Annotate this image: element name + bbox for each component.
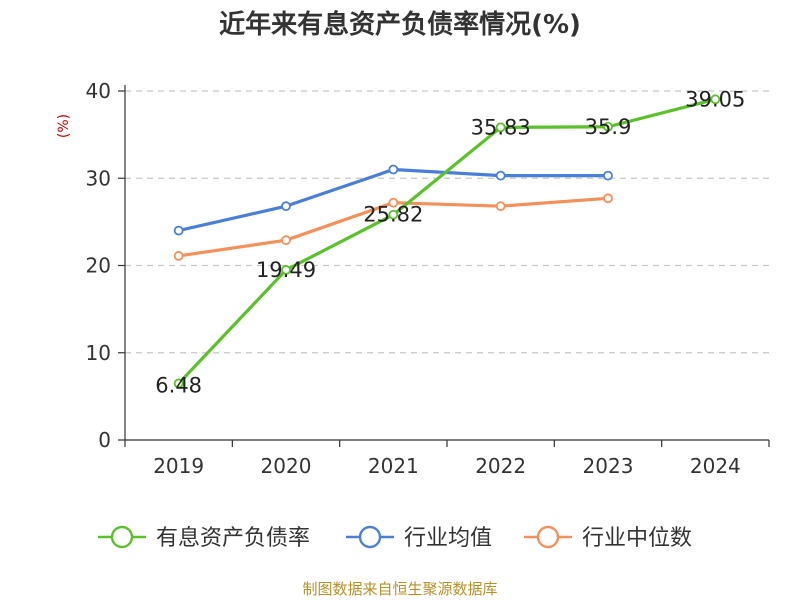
data-point: [173, 225, 184, 236]
legend-item: 行业均值: [346, 525, 492, 551]
data-label: 39.05: [685, 87, 745, 111]
x-tick-label: 2024: [690, 454, 741, 478]
data-point: [281, 201, 291, 212]
y-axis-unit-label: (%): [56, 114, 72, 138]
legend: 有息资产负债率 行业均值 行业中位数: [98, 525, 692, 551]
data-point: [388, 209, 399, 220]
legend-label: 行业中位数: [582, 526, 692, 551]
legend-label: 有息资产负债率: [156, 526, 310, 551]
data-label: 35.83: [471, 115, 531, 139]
x-tick-label: 2019: [153, 454, 204, 478]
data-point: [495, 170, 506, 181]
y-tick-label: 30: [86, 166, 111, 190]
y-tick-label: 0: [98, 428, 111, 452]
x-tick-label: 2021: [368, 454, 419, 478]
y-tick-label: 10: [86, 341, 111, 365]
data-point: [495, 201, 506, 212]
chart-title: 近年来有息资产负债率情况(%): [219, 9, 581, 40]
series-0: [173, 94, 721, 389]
axes: 0 10 20 30 40 2019 2020 2021 2022 2023 2024: [86, 79, 770, 478]
data-point: [388, 164, 399, 175]
data-point: [388, 197, 399, 208]
data-labels: 6.48 19.49 25.82 35.83 35.9 39.05: [155, 87, 745, 397]
legend-item: 行业中位数: [524, 525, 692, 551]
x-tick-label: 2022: [475, 454, 526, 478]
data-point: [495, 122, 506, 133]
data-label: 19.49: [256, 258, 316, 282]
x-tick-label: 2020: [261, 454, 312, 478]
legend-item: 有息资产负债率: [98, 525, 310, 551]
grid-lines: [125, 90, 769, 354]
data-point: [281, 265, 291, 275]
y-tick-label: 40: [86, 79, 111, 103]
legend-marker: [536, 525, 560, 549]
data-point: [603, 193, 613, 204]
data-label: 25.82: [363, 203, 423, 227]
y-tick-label: 20: [86, 254, 111, 278]
x-tick-label: 2023: [583, 454, 634, 478]
data-label: 6.48: [155, 373, 202, 397]
legend-marker: [358, 525, 382, 549]
series-1: [173, 164, 613, 236]
data-point: [173, 251, 184, 261]
data-point: [710, 94, 721, 105]
legend-marker: [110, 525, 134, 549]
data-point: [173, 378, 184, 389]
source-note: 制图数据来自恒生聚源数据库: [302, 580, 497, 598]
data-label: 35.9: [585, 115, 632, 139]
data-point: [603, 121, 613, 132]
series-line: [177, 97, 716, 385]
data-point: [603, 170, 613, 181]
series-2: [173, 193, 613, 261]
legend-label: 行业均值: [404, 526, 492, 551]
data-point: [281, 235, 291, 246]
series-group: [173, 94, 721, 389]
